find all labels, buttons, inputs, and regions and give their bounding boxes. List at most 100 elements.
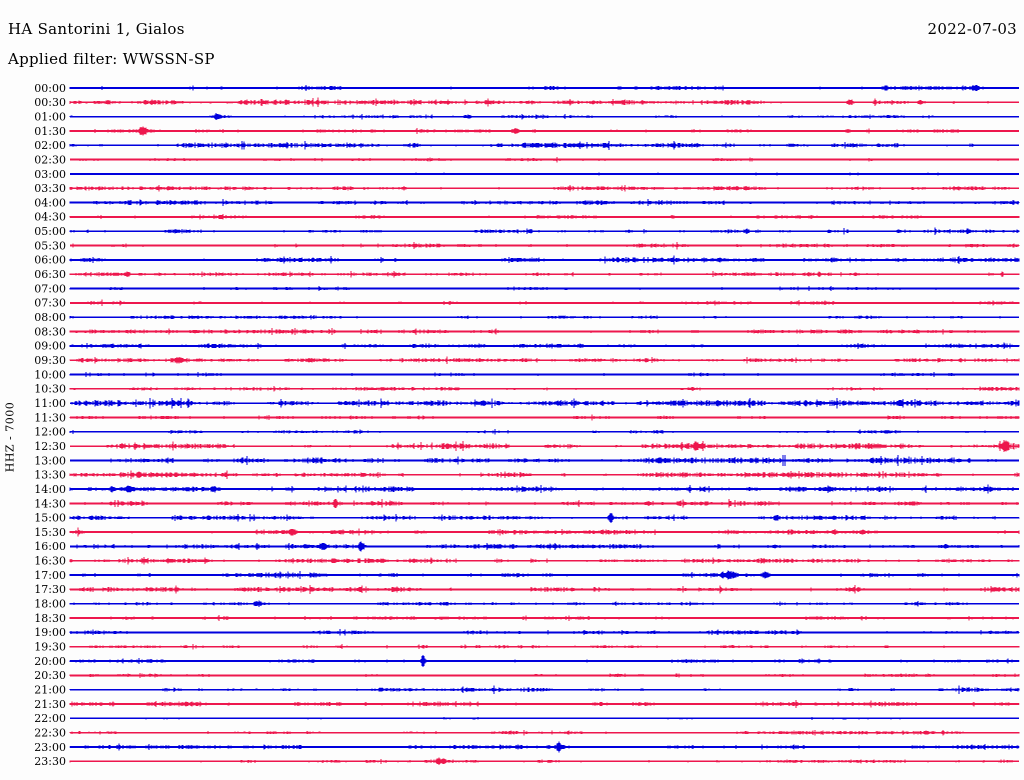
time-tick-15-30: 15:30: [34, 526, 66, 539]
trace-waveform-20-00: [69, 655, 1020, 667]
time-tick-21-00: 21:00: [34, 684, 66, 697]
time-tick-20-30: 20:30: [34, 669, 66, 682]
trace-waveform-03-30: [69, 184, 1014, 192]
trace-waveform-18-00: [69, 600, 1018, 607]
trace-waveform-20-30: [69, 672, 1020, 678]
time-tick-22-00: 22:00: [34, 712, 66, 725]
trace-waveform-03-00: [92, 172, 1019, 176]
time-tick-14-30: 14:30: [34, 497, 66, 510]
trace-waveform-17-30: [69, 584, 1020, 594]
time-tick-23-30: 23:30: [34, 755, 66, 768]
date-label: 2022-07-03: [927, 20, 1017, 38]
time-tick-12-30: 12:30: [34, 440, 66, 453]
trace-waveform-01-00: [69, 113, 1000, 121]
trace-waveform-12-00: [69, 429, 1012, 435]
trace-waveform-23-30: [69, 757, 1019, 765]
time-tick-02-00: 02:00: [34, 139, 66, 152]
time-tick-02-30: 02:30: [34, 153, 66, 166]
trace-waveform-00-00: [69, 84, 1012, 92]
trace-waveform-02-30: [70, 156, 1019, 163]
trace-waveform-21-00: [69, 685, 1020, 694]
time-tick-05-30: 05:30: [34, 239, 66, 252]
trace-waveform-18-30: [69, 615, 1019, 621]
time-tick-01-00: 01:00: [34, 111, 66, 124]
station-title: HA Santorini 1, Gialos: [8, 20, 185, 38]
time-tick-07-30: 07:30: [34, 297, 66, 310]
trace-waveform-05-30: [71, 241, 1020, 250]
trace-waveform-11-30: [69, 414, 1020, 421]
trace-waveform-02-00: [69, 140, 1019, 150]
time-tick-15-00: 15:00: [34, 512, 66, 525]
time-tick-14-00: 14:00: [34, 483, 66, 496]
time-tick-18-00: 18:00: [34, 598, 66, 611]
trace-waveform-06-30: [69, 270, 1020, 278]
time-tick-01-30: 01:30: [34, 125, 66, 138]
time-tick-19-30: 19:30: [34, 641, 66, 654]
trace-waveform-00-30: [69, 97, 1014, 108]
time-tick-13-30: 13:30: [34, 469, 66, 482]
trace-waveform-22-30: [69, 729, 1020, 736]
trace-waveform-05-00: [69, 227, 1020, 235]
time-tick-19-00: 19:00: [34, 626, 66, 639]
time-tick-03-30: 03:30: [34, 182, 66, 195]
trace-waveform-21-30: [69, 699, 1020, 709]
trace-waveform-07-00: [69, 286, 1020, 292]
trace-waveform-12-30: [72, 440, 1020, 453]
time-tick-08-30: 08:30: [34, 325, 66, 338]
time-tick-23-00: 23:00: [34, 741, 66, 754]
trace-waveform-10-00: [69, 371, 1016, 378]
trace-waveform-15-00: [69, 512, 1020, 523]
trace-waveform-08-30: [69, 328, 1020, 335]
trace-waveform-11-00: [71, 397, 1020, 409]
time-tick-05-00: 05:00: [34, 225, 66, 238]
trace-waveform-22-00: [74, 716, 974, 720]
time-tick-17-00: 17:00: [34, 569, 66, 582]
time-tick-00-00: 00:00: [34, 82, 66, 95]
time-tick-16-00: 16:00: [34, 540, 66, 553]
trace-waveform-19-30: [69, 644, 1020, 650]
time-tick-08-00: 08:00: [34, 311, 66, 324]
time-tick-03-00: 03:00: [34, 168, 66, 181]
applied-filter-label: Applied filter: WWSSN-SP: [8, 50, 215, 68]
time-tick-06-00: 06:00: [34, 254, 66, 267]
time-tick-04-30: 04:30: [34, 211, 66, 224]
trace-waveform-04-00: [69, 199, 1020, 207]
trace-waveform-06-00: [69, 255, 1020, 265]
trace-waveform-04-30: [69, 214, 1020, 220]
trace-waveform-14-00: [69, 484, 1019, 494]
trace-waveform-17-00: [69, 570, 1020, 580]
trace-waveform-01-30: [69, 126, 996, 136]
trace-waveform-09-30: [69, 356, 1020, 364]
trace-waveform-15-30: [69, 527, 1020, 537]
time-tick-07-00: 07:00: [34, 282, 66, 295]
trace-waveform-08-00: [69, 315, 1017, 320]
trace-waveform-23-00: [69, 741, 1020, 753]
trace-waveform-16-30: [69, 556, 1020, 565]
time-tick-13-00: 13:00: [34, 454, 66, 467]
time-tick-18-30: 18:30: [34, 612, 66, 625]
trace-waveform-13-00: [73, 454, 1013, 467]
time-tick-16-30: 16:30: [34, 555, 66, 568]
time-tick-04-00: 04:00: [34, 196, 66, 209]
trace-waveform-07-30: [70, 299, 1020, 307]
trace-waveform-09-00: [69, 342, 1020, 350]
time-tick-10-30: 10:30: [34, 383, 66, 396]
time-tick-17-30: 17:30: [34, 583, 66, 596]
time-tick-20-00: 20:00: [34, 655, 66, 668]
time-tick-10-00: 10:00: [34, 368, 66, 381]
trace-waveform-19-00: [69, 629, 1020, 636]
time-tick-06-30: 06:30: [34, 268, 66, 281]
time-tick-11-30: 11:30: [34, 411, 66, 424]
time-tick-21-30: 21:30: [34, 698, 66, 711]
time-tick-09-00: 09:00: [34, 340, 66, 353]
trace-waveform-13-30: [69, 470, 1020, 479]
trace-waveform-10-30: [69, 386, 1020, 392]
time-tick-00-30: 00:30: [34, 96, 66, 109]
trace-waveform-16-00: [71, 541, 1020, 552]
time-tick-12-00: 12:00: [34, 426, 66, 439]
time-tick-11-00: 11:00: [34, 397, 66, 410]
time-tick-09-30: 09:30: [34, 354, 66, 367]
time-tick-22-30: 22:30: [34, 727, 66, 740]
